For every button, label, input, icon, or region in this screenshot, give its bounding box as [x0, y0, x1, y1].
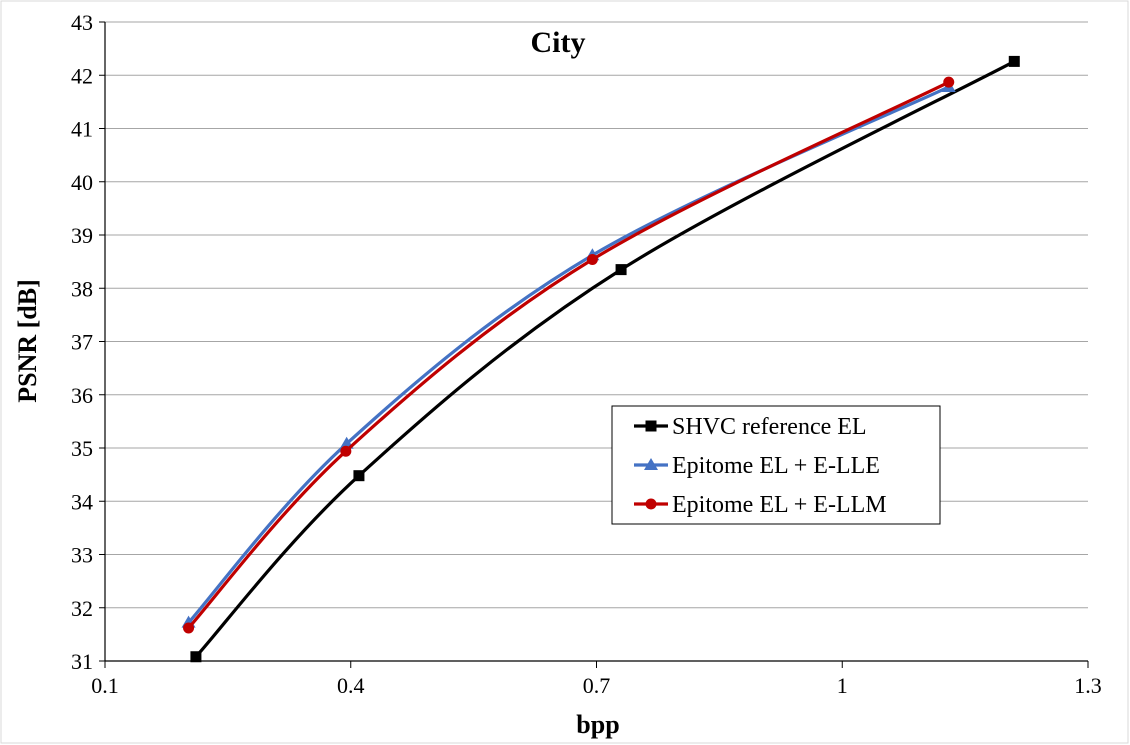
chart-title: City — [531, 26, 586, 59]
data-point-0-0 — [190, 651, 202, 663]
y-axis-title: PSNR [dB] — [13, 279, 42, 403]
legend-entry-0: SHVC reference EL — [634, 414, 867, 440]
y-tick-label-32: 32 — [71, 596, 93, 621]
legend: SHVC reference EL Epitome EL + E-LLE Epito… — [611, 405, 941, 525]
legend-entry-1: Epitome EL + E-LLE — [634, 453, 880, 479]
legend-label-2: Epitome EL + E-LLM — [672, 492, 887, 518]
series — [181, 55, 1020, 663]
series-line-0 — [194, 59, 1016, 659]
series-2 — [183, 76, 955, 634]
x-tick-label-1: 1 — [837, 673, 848, 698]
y-tick-label-41: 41 — [71, 117, 93, 142]
x-tick-label-1.3: 1.3 — [1074, 673, 1102, 698]
y-tick-label-38: 38 — [71, 276, 93, 301]
legend-marker-1 — [644, 458, 658, 470]
gridlines — [105, 21, 1088, 609]
x-tick-label-0.1: 0.1 — [91, 673, 119, 698]
series-0 — [190, 55, 1020, 663]
legend-label-1: Epitome EL + E-LLE — [672, 453, 880, 479]
data-point-0-3 — [1008, 55, 1020, 67]
x-tick-label-0.4: 0.4 — [337, 673, 365, 698]
legend-label-0: SHVC reference EL — [672, 414, 867, 440]
x-axis-title: bpp — [576, 710, 619, 739]
data-point-0-1 — [353, 470, 365, 482]
data-point-2-3 — [943, 76, 955, 88]
legend-marker-2 — [645, 498, 657, 510]
data-point-2-1 — [340, 445, 352, 457]
data-point-2-2 — [586, 253, 598, 265]
y-tick-label-33: 33 — [71, 543, 93, 568]
legend-entry-2: Epitome EL + E-LLM — [634, 492, 887, 518]
y-tick-label-40: 40 — [71, 170, 93, 195]
y-tick-label-34: 34 — [71, 489, 93, 514]
y-tick-label-35: 35 — [71, 436, 93, 461]
data-point-0-2 — [615, 264, 627, 276]
y-tick-label-43: 43 — [71, 10, 93, 35]
y-tick-label-31: 31 — [71, 649, 93, 674]
legend-marker-0 — [645, 420, 657, 432]
axes: 31 32 33 34 35 36 37 38 39 40 41 42 43 0.1 0.4 0.7 1 1.3 — [71, 10, 1102, 698]
y-tick-label-39: 39 — [71, 223, 93, 248]
y-tick-label-36: 36 — [71, 383, 93, 408]
series-line-2 — [186, 80, 951, 630]
data-point-2-0 — [183, 622, 195, 634]
y-tick-label-37: 37 — [71, 330, 93, 355]
x-tick-label-0.7: 0.7 — [583, 673, 611, 698]
y-tick-label-42: 42 — [71, 63, 93, 88]
